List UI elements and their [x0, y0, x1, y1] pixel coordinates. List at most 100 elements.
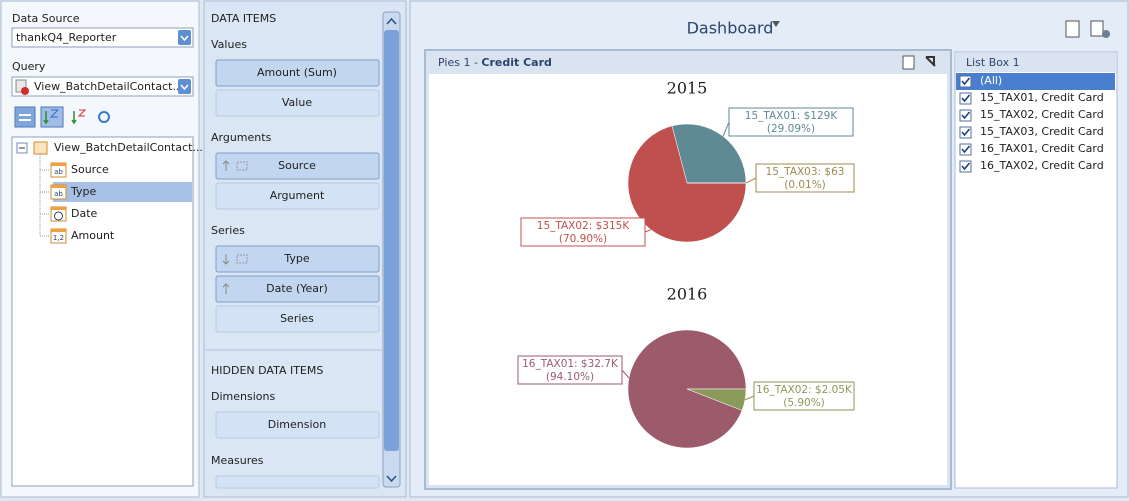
data-item-text: Value: [282, 96, 312, 109]
slice-label: 15_TAX02: $315K: [537, 220, 631, 232]
label-box: [753, 381, 855, 411]
label-box: [728, 107, 854, 137]
section-label: Arguments: [211, 131, 272, 144]
data-item-button[interactable]: [215, 182, 380, 210]
check-mark: [961, 77, 971, 86]
parameters-icon[interactable]: [1090, 20, 1104, 37]
label-box: [517, 355, 623, 385]
data-item-button[interactable]: [215, 305, 380, 333]
table-icon: [33, 141, 48, 155]
data-item-button[interactable]: [215, 275, 380, 303]
export-icon[interactable]: [902, 55, 915, 70]
combo-button[interactable]: [178, 79, 191, 94]
pie-slice[interactable]: [627, 125, 747, 243]
grid-icon: [236, 254, 248, 264]
drill-up-icon[interactable]: [925, 56, 936, 67]
data-item-button[interactable]: [215, 59, 380, 87]
section-label: Values: [211, 38, 247, 51]
check-mark: [961, 111, 971, 120]
panel-caption: Pies 1 - Credit Card: [438, 56, 552, 69]
field-icon-text: ab: [54, 190, 63, 198]
label-box: [520, 217, 646, 247]
pie-slice[interactable]: [686, 388, 747, 411]
list-item[interactable]: 15_TAX02, Credit Card: [980, 108, 1104, 121]
slice-label: 15_TAX01: $129K: [745, 110, 839, 122]
grid-icon: [236, 161, 248, 171]
list-item[interactable]: (All): [980, 74, 1002, 87]
data-item-text: Dimension: [268, 418, 326, 431]
list-item[interactable]: 15_TAX01, Credit Card: [980, 91, 1104, 104]
icon[interactable]: [71, 111, 77, 125]
tree-field[interactable]: Type: [70, 185, 96, 198]
checkbox[interactable]: [959, 75, 972, 88]
check-mark: [961, 128, 971, 137]
tree-root: View_BatchDetailContact...: [54, 141, 203, 154]
scroll-thumb[interactable]: [384, 30, 399, 451]
field-icon-top: [51, 207, 66, 210]
icon: [19, 114, 31, 116]
checkbox[interactable]: [959, 160, 972, 173]
label-connector: [745, 177, 757, 184]
data-item-text: Type: [283, 252, 309, 265]
data-item-button[interactable]: [215, 245, 380, 273]
title-menu[interactable]: [772, 21, 780, 27]
data-item-button[interactable]: [215, 89, 380, 117]
chart-title: 2015: [667, 79, 708, 98]
checkbox[interactable]: [959, 143, 972, 156]
scroll-up[interactable]: [386, 17, 397, 25]
arrow: [180, 35, 189, 42]
field-icon-top: [51, 185, 66, 188]
icon: [19, 119, 31, 121]
dashboard-title: Dashboard: [687, 19, 774, 38]
label-connector: [644, 229, 652, 233]
list-item[interactable]: 16_TAX01, Credit Card: [980, 142, 1104, 155]
data-item-button[interactable]: [215, 475, 380, 489]
list-selection: [956, 73, 1115, 90]
sort-icon: [222, 254, 230, 265]
check-mark: [961, 162, 971, 171]
checkbox[interactable]: [959, 109, 972, 122]
section-title: HIDDEN DATA ITEMS: [211, 364, 323, 377]
combo-box[interactable]: [11, 76, 194, 97]
slice-value-label: (70.90%): [559, 233, 607, 245]
gear: [1102, 30, 1110, 38]
scroll-down[interactable]: [386, 475, 397, 483]
combo-text: thankQ4_Reporter: [16, 31, 117, 44]
check-mark: [961, 94, 971, 103]
pie-slice[interactable]: [671, 123, 747, 184]
data-item-text: Amount (Sum): [257, 66, 337, 79]
toolbar-button[interactable]: [14, 106, 36, 128]
list-title: List Box 1: [966, 56, 1020, 69]
arrow: [180, 84, 189, 91]
section-title: DATA ITEMS: [211, 12, 276, 25]
data-item-text: Argument: [270, 189, 325, 202]
sort-icon: [222, 283, 230, 294]
list-item[interactable]: 15_TAX03, Credit Card: [980, 125, 1104, 138]
field-icon-text: ab: [54, 168, 63, 176]
data-item-button[interactable]: [215, 411, 380, 439]
checkbox[interactable]: [959, 126, 972, 139]
slice-value-label: (5.90%): [783, 397, 825, 409]
caption-prefix: Pies 1 -: [438, 56, 481, 69]
chart-title: 2016: [667, 285, 708, 304]
combo-box[interactable]: [11, 27, 194, 48]
list-item[interactable]: 16_TAX02, Credit Card: [980, 159, 1104, 172]
icon: [49, 109, 60, 118]
data-item-button[interactable]: [215, 152, 380, 180]
refresh-icon[interactable]: [98, 111, 110, 123]
tree-field[interactable]: Amount: [71, 229, 115, 242]
tree-field[interactable]: Date: [71, 207, 98, 220]
tree-field[interactable]: Source: [71, 163, 109, 176]
field-icon-top: [51, 163, 66, 166]
export-icon[interactable]: [1065, 20, 1080, 38]
field-icon-text: 1,2: [53, 234, 64, 242]
data-item-text: Date (Year): [266, 282, 328, 295]
label-connector: [744, 395, 755, 401]
tree-selection: [53, 182, 192, 202]
checkbox[interactable]: [959, 92, 972, 105]
combo-button[interactable]: [178, 30, 191, 45]
slice-value-label: (29.09%): [767, 123, 815, 135]
section-label: Measures: [211, 454, 264, 467]
